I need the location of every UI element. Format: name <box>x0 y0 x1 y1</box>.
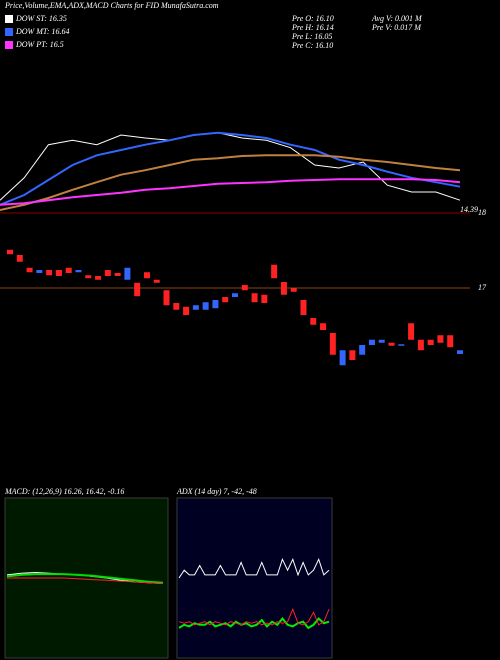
candle <box>261 294 268 303</box>
candle <box>46 270 53 276</box>
candle <box>192 305 199 310</box>
legend-label: DOW MT: 16.64 <box>15 27 70 36</box>
candle <box>222 297 229 303</box>
info-text: Pre L: 16.05 <box>291 32 332 41</box>
candle <box>202 302 209 310</box>
info-text: Pre C: 16.10 <box>291 41 333 50</box>
candle <box>339 350 346 366</box>
candle <box>55 270 62 276</box>
candle <box>280 282 287 295</box>
macd-line <box>6 573 164 584</box>
candle <box>114 273 121 276</box>
adx-line <box>178 607 330 626</box>
candle <box>153 279 160 283</box>
candle <box>300 300 307 315</box>
ema-line <box>0 132 461 201</box>
candle <box>408 323 415 340</box>
y-tick-label: 18 <box>478 208 486 217</box>
legend-swatch <box>5 41 13 49</box>
candle <box>26 267 33 273</box>
candle <box>349 350 356 360</box>
candle <box>457 350 463 354</box>
candle <box>16 255 23 262</box>
candle <box>183 306 190 315</box>
adx-title: ADX (14 day) 7, -42, -48 <box>176 487 257 496</box>
candle <box>134 282 141 297</box>
y-tick-label: 17 <box>478 283 487 292</box>
candle <box>427 339 434 345</box>
adx-line <box>178 617 330 630</box>
candle <box>329 333 336 355</box>
candle <box>290 288 297 292</box>
legend-swatch <box>5 28 13 36</box>
adx-panel <box>176 497 333 659</box>
info-text: Pre H: 16.14 <box>291 23 334 32</box>
chart-title: Price,Volume,EMA,ADX,MACD Charts for FID… <box>4 1 219 10</box>
candle <box>378 339 385 343</box>
candle <box>173 303 180 310</box>
candle <box>95 276 102 280</box>
candle <box>447 335 454 348</box>
candle <box>75 270 82 273</box>
ema-line <box>0 131 461 206</box>
candle <box>368 339 375 345</box>
info-text: Avg V: 0.001 M <box>371 14 423 23</box>
legend-label: DOW PT: 16.5 <box>15 40 64 49</box>
candle <box>232 293 238 297</box>
candle <box>163 290 170 306</box>
macd-line <box>7 577 164 584</box>
candle <box>65 267 72 273</box>
candle <box>85 275 92 279</box>
candle <box>36 270 43 273</box>
annotation: 14.39 <box>460 205 478 214</box>
candle <box>104 270 111 276</box>
candle <box>124 267 131 280</box>
candle <box>310 318 317 325</box>
candle <box>251 293 258 303</box>
ema-line <box>0 178 461 206</box>
candle <box>241 285 248 291</box>
candle <box>212 300 219 309</box>
info-text: Pre O: 16.10 <box>291 14 334 23</box>
candle <box>271 264 278 279</box>
legend-swatch <box>5 15 13 23</box>
candle <box>388 342 395 346</box>
candle <box>359 345 366 355</box>
candle <box>7 249 13 255</box>
adx-line <box>178 557 330 579</box>
candle <box>398 344 405 346</box>
macd-title: MACD: (12,26,9) 16.26, 16.42, -0.16 <box>4 487 124 496</box>
legend-label: DOW ST: 16.35 <box>15 14 67 23</box>
ema-line <box>0 154 461 211</box>
candle <box>417 339 424 351</box>
candle <box>437 335 444 343</box>
info-text: Pre V: 0.017 M <box>371 23 422 32</box>
candle <box>320 323 327 330</box>
candle <box>143 272 150 279</box>
